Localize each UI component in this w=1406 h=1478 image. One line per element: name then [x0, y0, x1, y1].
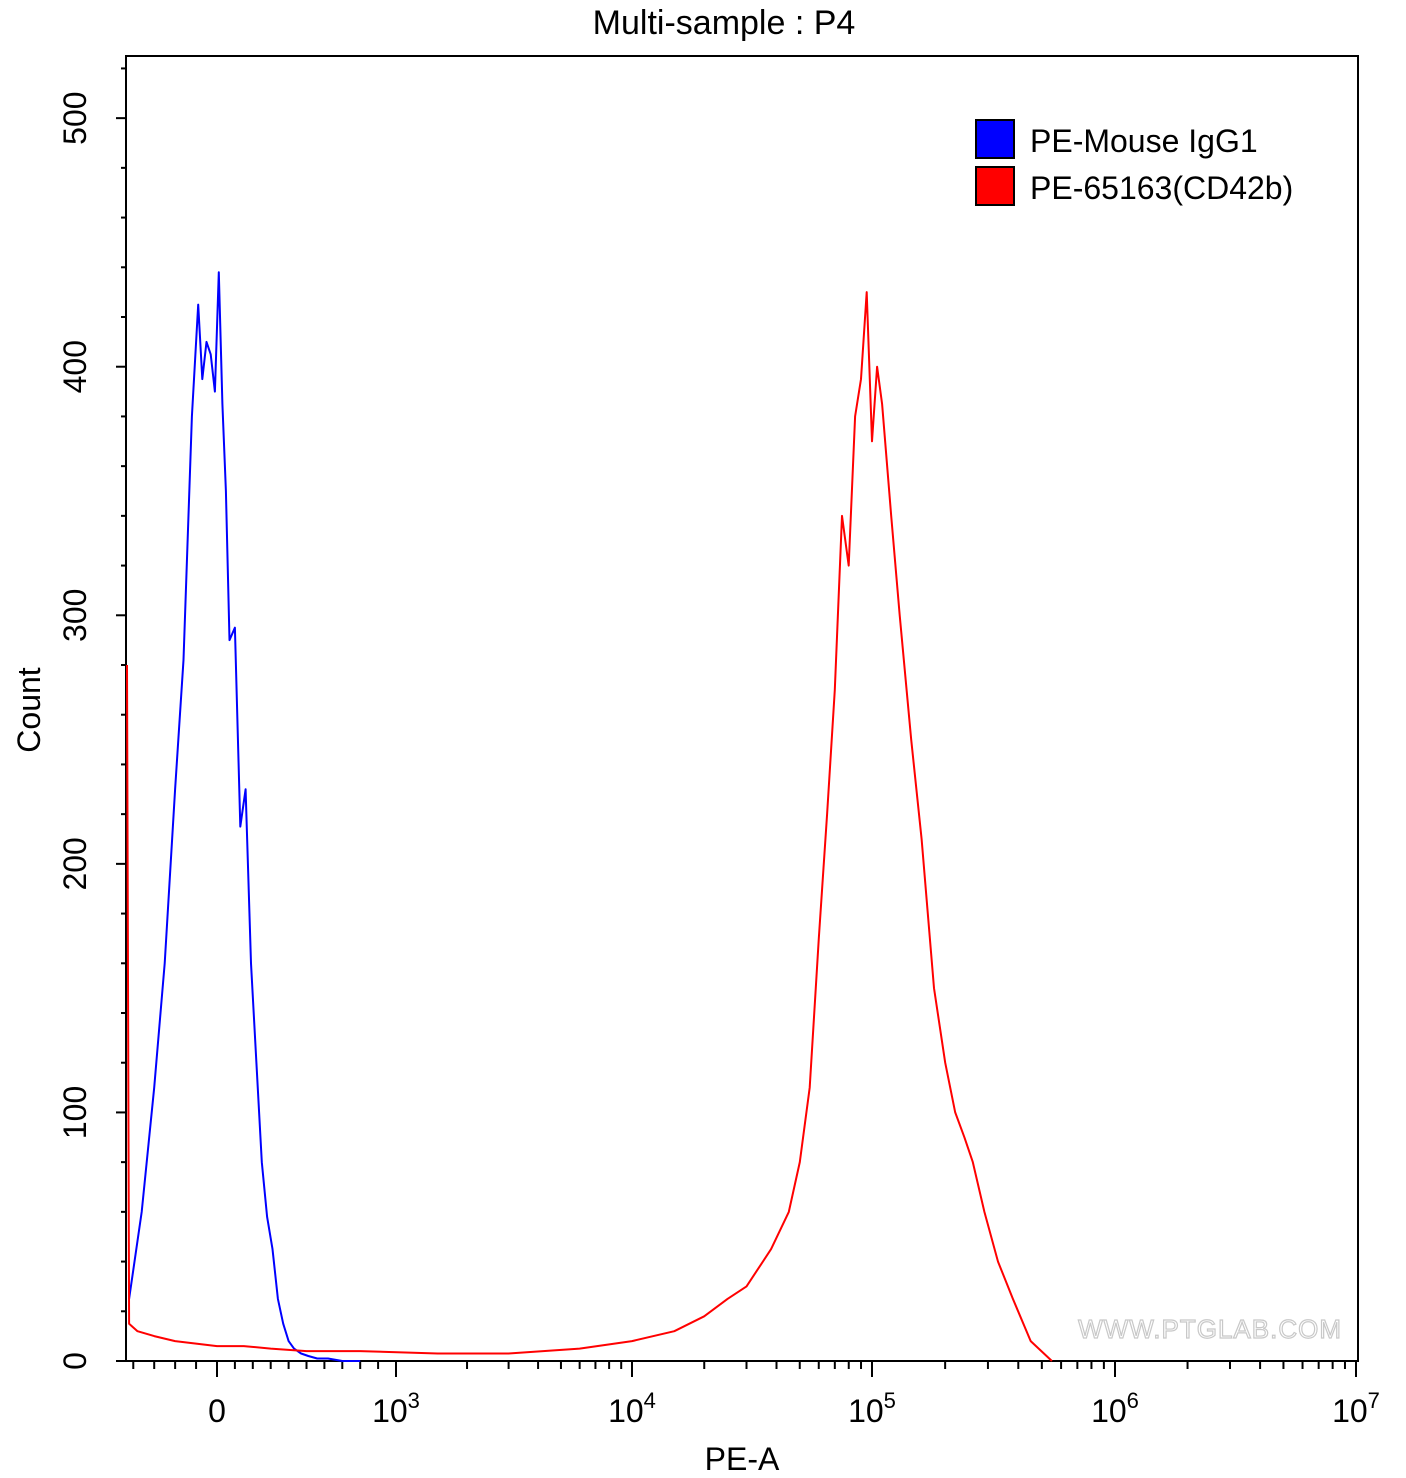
y-axis-label: Count — [11, 667, 47, 753]
series-layer — [126, 271, 1053, 1362]
y-tick-label: 500 — [57, 91, 93, 144]
x-tick-label: 106 — [1091, 1388, 1139, 1429]
series-line-1 — [126, 291, 1053, 1362]
legend-label-igg1: PE-Mouse IgG1 — [1030, 123, 1258, 159]
x-tick-label: 0 — [208, 1393, 226, 1429]
series-line-0 — [128, 271, 361, 1362]
x-tick-label: 104 — [608, 1388, 656, 1429]
legend-swatch-igg1 — [975, 119, 1015, 159]
x-axis-ticks: 0 103 104 105 106 107 — [132, 1361, 1380, 1429]
y-axis-ticks: 0 100 200 300 400 500 — [57, 67, 126, 1370]
chart-title: Multi-sample : P4 — [593, 4, 856, 42]
watermark: WWW.PTGLAB.COM — [1078, 1314, 1342, 1344]
y-tick-label: 300 — [57, 589, 93, 642]
y-tick-label: 400 — [57, 340, 93, 393]
plot-area — [125, 55, 1359, 1362]
legend-swatch-cd42b — [975, 166, 1015, 206]
y-tick-label: 100 — [57, 1086, 93, 1139]
x-tick-label: 103 — [372, 1388, 420, 1429]
y-tick-label: 200 — [57, 837, 93, 890]
y-tick-label: 0 — [57, 1352, 93, 1370]
legend: PE-Mouse IgG1 PE-65163(CD42b) — [975, 119, 1293, 206]
x-axis-label: PE-A — [705, 1441, 780, 1477]
legend-label-cd42b: PE-65163(CD42b) — [1030, 170, 1293, 206]
x-tick-label: 105 — [848, 1388, 896, 1429]
x-tick-label: 107 — [1332, 1388, 1380, 1429]
